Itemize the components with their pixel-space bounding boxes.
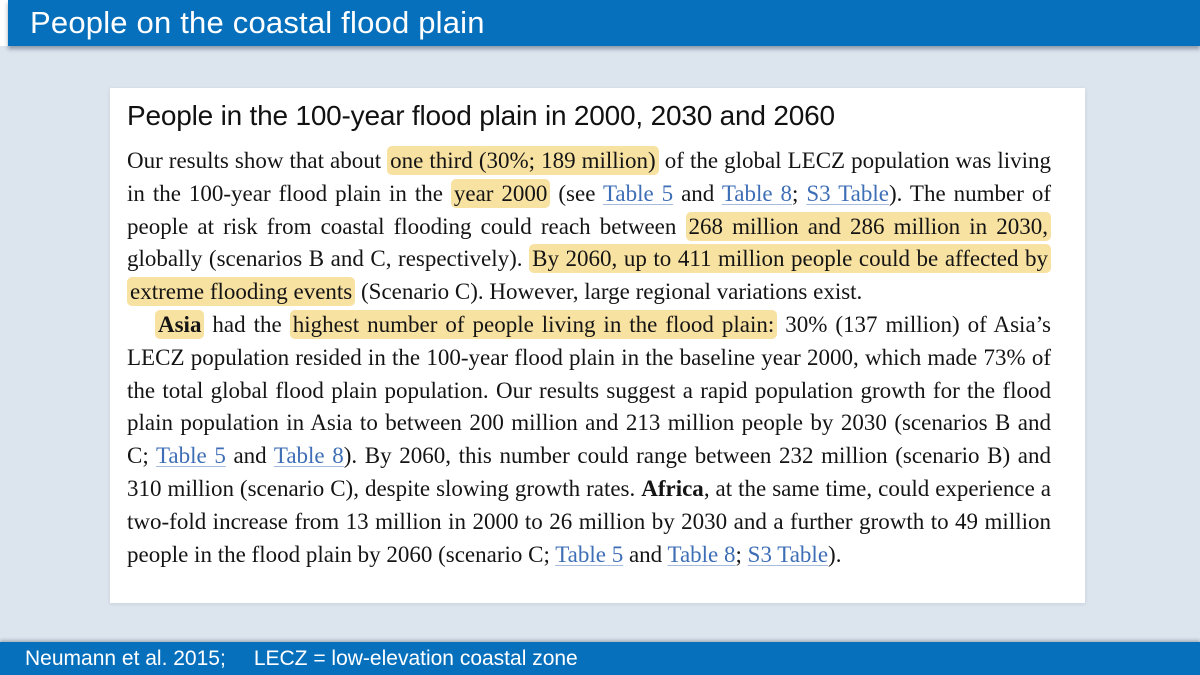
text-segment: (Scenario C). However, large regional va…: [355, 279, 863, 305]
link-table-5[interactable]: Table 5: [602, 180, 674, 206]
link-table-5[interactable]: Table 5: [555, 541, 624, 567]
link-table-8[interactable]: Table 8: [273, 443, 344, 469]
link-table-5[interactable]: Table 5: [155, 443, 226, 469]
highlight-segment: one third (30%; 189 million): [387, 146, 659, 175]
text-segment: globally (scenarios B and C, respectivel…: [127, 246, 530, 272]
paragraph: Asia had the highest number of people li…: [127, 309, 1051, 571]
header-bar: People on the coastal flood plain: [8, 0, 1200, 46]
text-segment: ;: [792, 180, 807, 206]
highlight-segment: year 2000: [450, 178, 551, 208]
text-segment: ). The number of people at risk from coa…: [127, 180, 1051, 239]
highlight-segment: highest number of people living in the f…: [289, 309, 778, 339]
citation: Neumann et al. 2015;: [25, 646, 226, 670]
bold-segment: Africa: [641, 475, 704, 501]
link-s3-table[interactable]: S3 Table: [806, 180, 889, 206]
text-segment: had the: [204, 311, 290, 337]
text-segment: Our results show that about: [127, 148, 388, 173]
highlight-segment: 268 million and 286 million in 2030,: [685, 211, 1052, 241]
article-body: Our results show that about one third (3…: [127, 145, 1052, 571]
text-segment: ). By 2060, this number could range betw…: [127, 443, 1051, 501]
card-heading: People in the 100-year flood plain in 20…: [127, 100, 835, 131]
text-segment: of the global LECZ population was living…: [127, 148, 1051, 206]
text-segment: and: [673, 180, 722, 206]
slide-title: People on the coastal flood plain: [30, 5, 485, 40]
bold-highlight-segment: Asia: [155, 309, 205, 339]
text-segment: (see: [550, 180, 603, 206]
link-table-8[interactable]: Table 8: [721, 180, 793, 206]
footer-bar: Neumann et al. 2015; LECZ = low-elevatio…: [0, 642, 1200, 675]
text-segment: 30% (137 million) of Asia’s LECZ populat…: [127, 311, 1051, 469]
link-s3-table[interactable]: S3 Table: [747, 541, 829, 567]
text-segment: ;: [735, 541, 748, 567]
content-card: People in the 100-year flood plain in 20…: [110, 88, 1085, 603]
link-table-8[interactable]: Table 8: [667, 541, 736, 567]
text-segment: , at the same time, could experience a t…: [127, 475, 1051, 567]
header-left-margin: [0, 0, 8, 46]
abbreviation-note: LECZ = low-elevation coastal zone: [253, 646, 578, 670]
text-segment: and: [623, 541, 668, 567]
paragraph: Our results show that about one third (3…: [127, 145, 1052, 309]
text-segment: and: [225, 443, 274, 469]
text-segment: ).: [828, 541, 842, 567]
